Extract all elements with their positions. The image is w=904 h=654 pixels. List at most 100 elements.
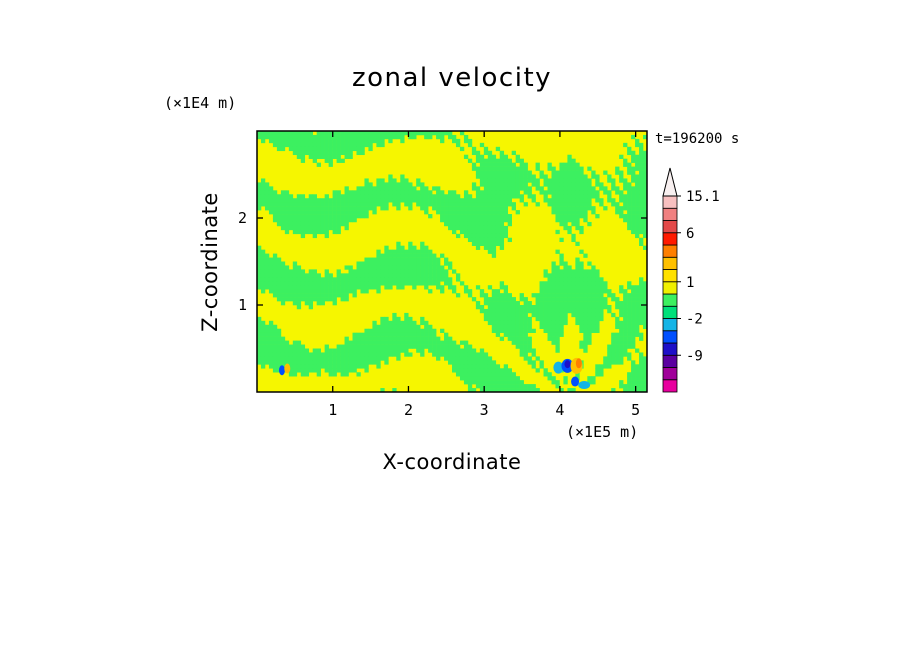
field-cell-negative (400, 190, 405, 195)
field-cell-negative (372, 336, 377, 341)
field-cell-negative (324, 158, 329, 163)
field-cell-negative (420, 241, 425, 246)
field-cell-negative (400, 277, 405, 282)
field-cell-negative (523, 344, 528, 349)
field-cell-negative (483, 360, 489, 365)
field-cell-negative (515, 384, 520, 389)
field-cell-negative (491, 380, 497, 385)
field-cell-negative (631, 305, 636, 310)
field-cell-negative (563, 285, 568, 290)
field-cell-negative (583, 336, 588, 341)
field-cell-negative (312, 352, 317, 357)
field-cell-negative (495, 301, 501, 306)
field-cell-negative (296, 198, 302, 203)
field-cell-negative (348, 154, 353, 159)
field-cell-negative (348, 269, 353, 274)
field-cell-negative (428, 281, 433, 286)
field-cell-negative (308, 194, 314, 199)
field-cell-negative (563, 166, 568, 171)
field-cell-negative (499, 245, 505, 250)
field-cell-negative (539, 297, 544, 302)
field-cell-negative (416, 182, 421, 187)
field-cell-negative (575, 372, 580, 377)
field-cell-negative (368, 146, 373, 152)
field-cell-negative (312, 269, 317, 274)
field-cell-negative (352, 364, 357, 369)
field-cell-negative (627, 328, 632, 333)
field-cell-negative (292, 269, 298, 274)
field-cell-negative (452, 340, 457, 345)
field-cell-negative (567, 308, 572, 314)
colorbar: 15.161-2-9 (662, 167, 720, 393)
field-cell-negative (503, 376, 509, 381)
field-cell-negative (455, 372, 461, 377)
field-cell-negative (380, 324, 385, 330)
field-cell-negative (440, 206, 445, 211)
field-cell-negative (348, 210, 353, 215)
field-cell-negative (627, 376, 632, 381)
field-cell-negative (543, 372, 548, 377)
field-cell-negative (344, 277, 349, 282)
field-cell-negative (352, 210, 357, 215)
field-cell-negative (483, 178, 489, 183)
field-cell-negative (507, 384, 512, 389)
field-cell-negative (336, 225, 341, 231)
field-cell-negative (551, 293, 556, 298)
field-cell-negative (543, 289, 548, 294)
field-cell-negative (320, 364, 325, 369)
field-cell-negative (296, 285, 302, 290)
field-cell-negative (328, 289, 333, 294)
field-cell-negative (372, 352, 377, 357)
field-cell-negative (507, 320, 512, 326)
field-cell-negative (555, 174, 560, 179)
field-cell-negative (396, 348, 401, 353)
field-cell-negative (332, 198, 337, 203)
field-cell-negative (531, 364, 536, 369)
field-cell-negative (623, 328, 628, 333)
field-cell-negative (340, 372, 345, 377)
field-cell-negative (527, 340, 532, 345)
field-cell-negative (631, 206, 636, 211)
field-cell-negative (483, 301, 489, 306)
field-cell-negative (408, 245, 413, 250)
field-cell-negative (396, 273, 401, 278)
field-cell-negative (260, 269, 266, 274)
field-cell-negative (483, 174, 489, 179)
field-cell-negative (300, 352, 306, 357)
field-cell-negative (487, 186, 493, 191)
field-cell-negative (595, 301, 600, 306)
field-cell-negative (631, 312, 636, 318)
field-cell-negative (372, 194, 377, 199)
field-cell-negative (579, 320, 584, 326)
field-cell-negative (420, 182, 425, 187)
field-cell-negative (364, 356, 369, 361)
field-cell-negative (523, 320, 528, 326)
field-cell-negative (547, 332, 552, 337)
field-cell-negative (348, 285, 353, 290)
field-cell-negative (420, 202, 425, 207)
field-cell-negative (272, 142, 278, 148)
field-cell-negative (611, 312, 616, 318)
field-cell-negative (515, 316, 520, 322)
field-cell-negative (284, 344, 290, 349)
field-cell-negative (424, 277, 429, 282)
field-cell-negative (487, 312, 493, 318)
field-cell-negative (452, 202, 457, 207)
field-cell-negative (483, 146, 489, 152)
field-cell-negative (432, 253, 437, 258)
field-cell-negative (511, 297, 516, 302)
field-cell-negative (583, 198, 588, 203)
field-cell-negative (348, 190, 353, 195)
field-cell-negative (495, 388, 501, 393)
field-cell-negative (332, 364, 337, 369)
field-cell-negative (288, 356, 294, 361)
field-cell-negative (503, 162, 509, 167)
field-cell-negative (428, 273, 433, 278)
field-cell-negative (416, 257, 421, 262)
field-cell-negative (332, 154, 337, 159)
field-cell-negative (543, 316, 548, 322)
field-cell-negative (599, 289, 604, 294)
field-cell-negative (416, 131, 421, 136)
field-cell-negative (487, 158, 493, 163)
field-cell-negative (495, 229, 501, 235)
